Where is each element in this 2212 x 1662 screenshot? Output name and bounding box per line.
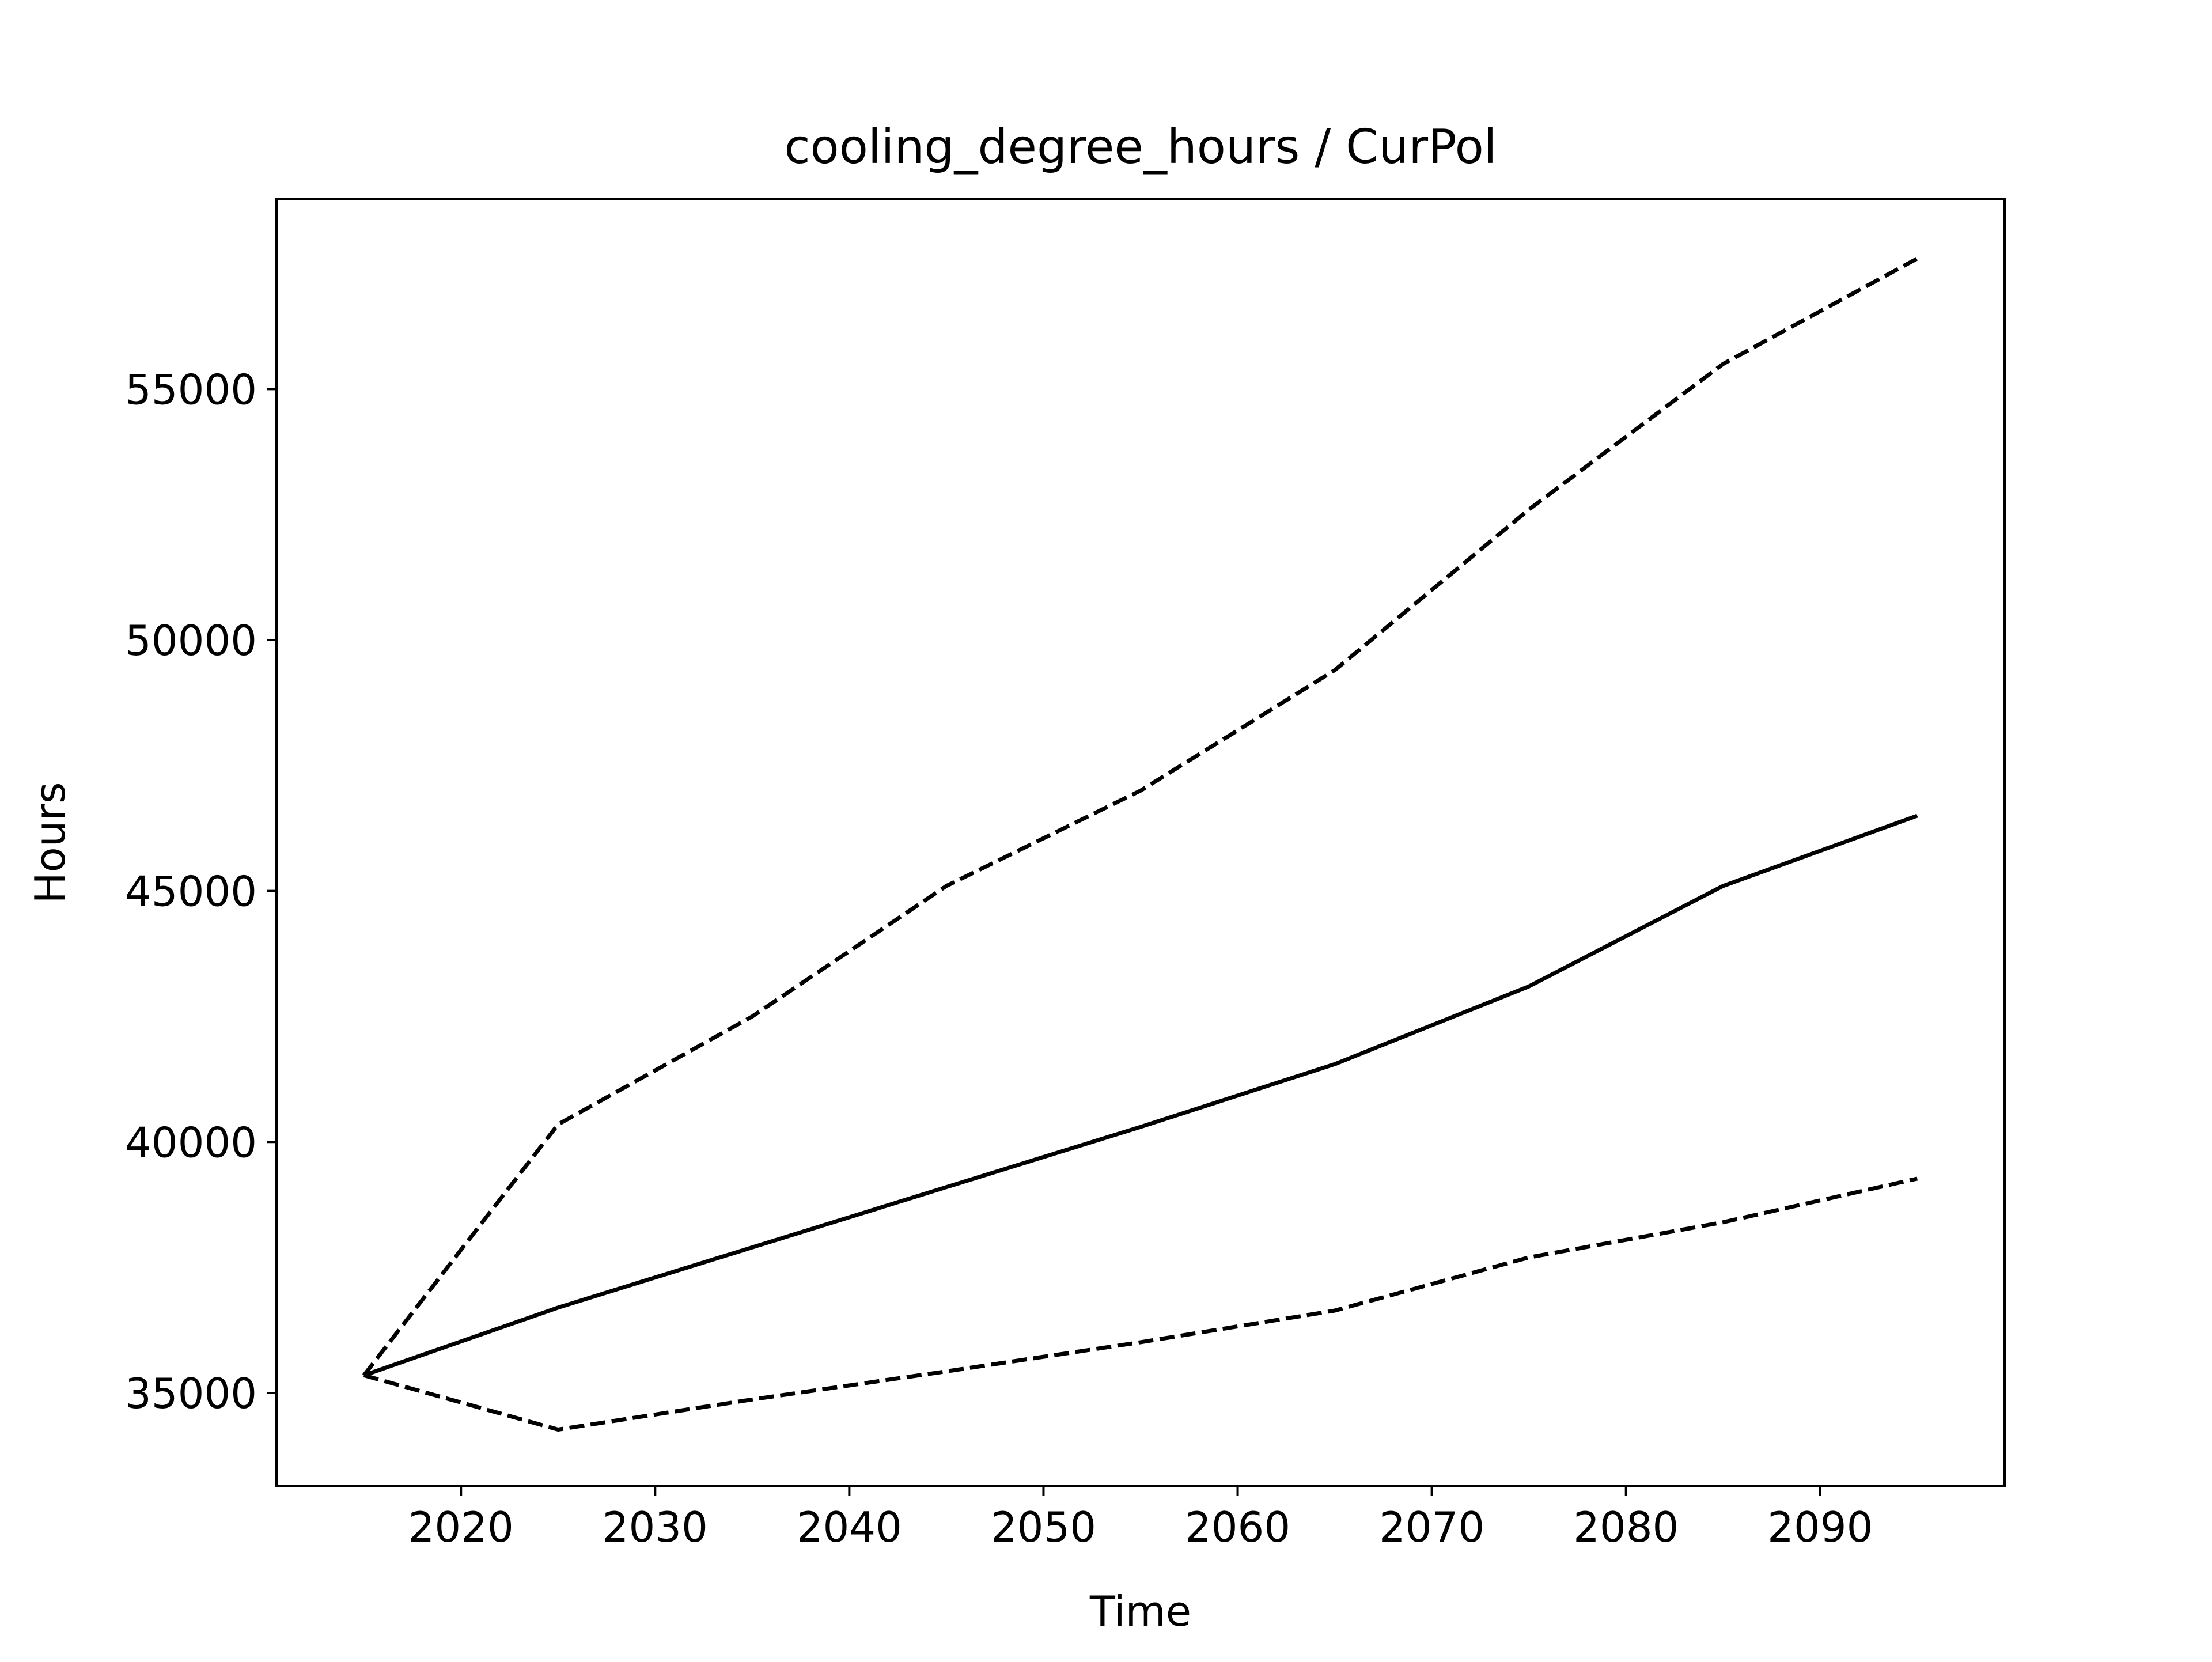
chart-title: cooling_degree_hours / CurPol: [784, 120, 1497, 175]
x-tick-label: 2060: [1185, 1503, 1290, 1551]
y-tick-label: 55000: [125, 365, 257, 414]
series-layer: [362, 256, 1918, 1432]
y-tick-label: 35000: [125, 1369, 257, 1418]
plot-area-frame: [275, 198, 2006, 1487]
x-tick-label: 2030: [603, 1503, 708, 1551]
x-tick-label: 2040: [797, 1503, 902, 1551]
y-axis-label: Hours: [26, 782, 74, 904]
y-tick-label: 50000: [125, 616, 257, 665]
series-line-1: [363, 813, 1918, 1377]
y-tick-label: 45000: [125, 868, 257, 916]
x-tick-label: 2090: [1767, 1503, 1873, 1551]
x-axis-label: Time: [1089, 1587, 1191, 1636]
x-tick-label: 2050: [991, 1503, 1096, 1551]
x-tick-label: 2070: [1379, 1503, 1484, 1551]
x-tick-label: 2020: [408, 1503, 514, 1551]
series-line-2: [362, 256, 1918, 1377]
y-tick-label: 40000: [125, 1118, 257, 1167]
x-tick-label: 2080: [1573, 1503, 1679, 1551]
axis-ticks: 2020 2030 2040 2050 2060 2070 2080 2090 35000 400…: [125, 365, 1873, 1551]
series-line-3: [363, 1176, 1918, 1432]
